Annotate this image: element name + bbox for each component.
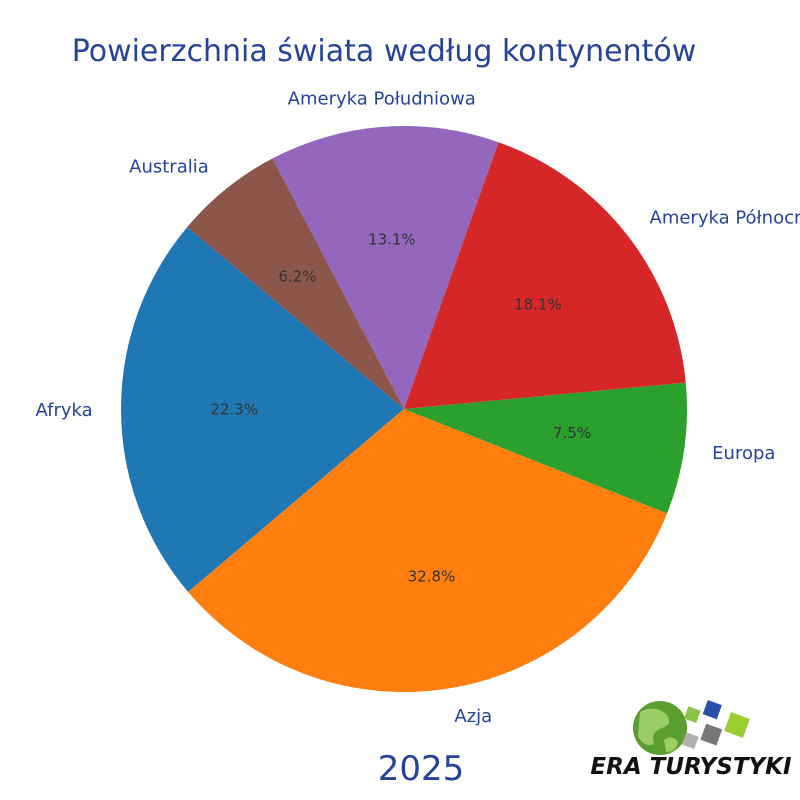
pie-value-label-afryka: 22.3% (210, 400, 258, 418)
pie-category-label-europa: Europa (712, 443, 775, 464)
pie-slices (121, 126, 687, 692)
pie-slice-afryka (121, 227, 404, 592)
pie-value-label-ameryka-polnocna: 18.1% (514, 296, 562, 314)
pie-category-label-ameryka-poludniowa: Ameryka Południowa (288, 88, 476, 109)
pie-category-label-australia: Australia (129, 157, 209, 178)
pie-labels: 22.3% Afryka 32.8% Azja 7.5% Europa 18.1% Amery… (35, 88, 800, 727)
pie-value-label-europa: 7.5% (553, 424, 591, 442)
pie-slice-europa (404, 382, 687, 514)
pie-category-label-azja: Azja (454, 706, 492, 727)
pie-value-label-azja: 32.8% (408, 568, 456, 586)
pie-value-label-australia: 6.2% (278, 268, 316, 286)
globe-with-squares-icon (633, 700, 750, 755)
pie-slice-ameryka-poludniowa (272, 126, 499, 409)
pie-slice-ameryka-polnocna (404, 142, 686, 409)
pie-category-label-afryka: Afryka (35, 400, 92, 421)
pie-value-label-ameryka-poludniowa: 13.1% (368, 231, 416, 249)
pie-category-label-ameryka-polnocna: Ameryka Północna (650, 208, 800, 229)
logo: ERA TURYSTYKI (590, 700, 792, 780)
chart-title: Powierzchnia świata według kontynentów (72, 34, 697, 69)
pie-slice-australia (187, 158, 404, 409)
pie-slice-azja (188, 409, 668, 692)
chart-year: 2025 (378, 749, 465, 789)
logo-text: ERA TURYSTYKI (590, 754, 792, 780)
